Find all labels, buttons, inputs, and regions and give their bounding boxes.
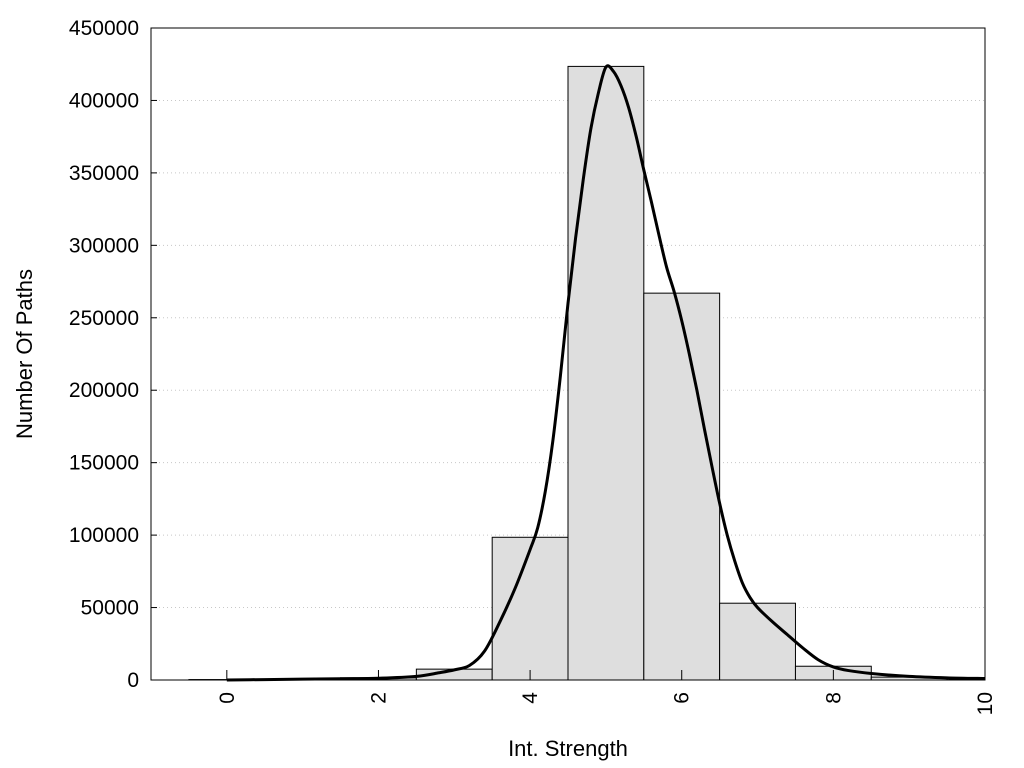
y-tick-label: 100000 [69,524,139,547]
x-tick-label: 10 [974,692,997,715]
x-tick-label: 0 [216,692,239,704]
x-tick-label: 2 [367,692,390,704]
y-tick-label: 200000 [69,379,139,402]
density-curve [226,64,986,682]
x-tick-label: 8 [822,692,845,704]
y-tick-label: 150000 [69,452,139,475]
y-tick-label: 400000 [69,89,139,112]
x-axis-title: Int. Strength [508,736,628,761]
bar [643,292,721,681]
bar [567,65,645,681]
density-curve-line [226,64,986,682]
y-tick-label: 300000 [69,234,139,257]
x-tick-label: 6 [671,692,694,704]
y-tick-label: 250000 [69,307,139,330]
y-tick-label: 450000 [69,17,139,40]
y-tick-label: 0 [127,669,139,692]
x-tick-label: 4 [519,692,542,704]
axis-ticks: 0 50000 100000 150000 200000 250000 300000 3500… [69,17,997,715]
plot-frame [150,27,986,681]
y-tick-label: 350000 [69,162,139,185]
bars [188,65,948,681]
y-axis-title: Number Of Paths [12,269,37,439]
bar [719,602,796,681]
y-tick-label: 50000 [81,597,139,620]
bar [491,536,569,681]
